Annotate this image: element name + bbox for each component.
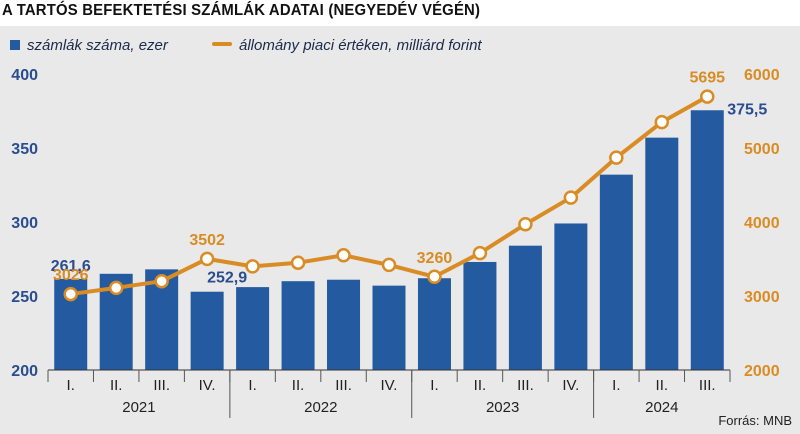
x-tick-label: II. xyxy=(656,377,669,394)
x-tick-label: IV. xyxy=(562,377,579,394)
legend-label-accounts: számlák száma, ezer xyxy=(27,37,168,54)
bar xyxy=(690,110,724,370)
x-tick-label: II. xyxy=(292,377,305,394)
y-left-tick-label: 200 xyxy=(11,363,38,380)
y-left-tick-label: 300 xyxy=(11,215,38,232)
legend-line-swatch xyxy=(212,42,232,46)
x-year-label: 2023 xyxy=(486,399,519,416)
x-tick-label: III. xyxy=(153,377,170,394)
x-tick-label: II. xyxy=(110,377,123,394)
x-tick-label: I. xyxy=(67,377,75,394)
bar xyxy=(508,245,542,370)
line-data-label: 3502 xyxy=(189,232,225,249)
legend-bar-swatch xyxy=(10,40,20,50)
x-tick-label: II. xyxy=(474,377,487,394)
x-tick-label: IV. xyxy=(381,377,398,394)
bar-data-label: 375,5 xyxy=(727,101,767,118)
header-bar xyxy=(0,0,800,25)
line-point xyxy=(654,114,670,130)
x-tick-label: I. xyxy=(248,377,256,394)
bar xyxy=(327,279,361,370)
bar xyxy=(372,285,406,370)
x-tick-label: I. xyxy=(612,377,620,394)
line-point xyxy=(336,248,351,263)
line-point xyxy=(518,216,533,232)
x-year-label: 2021 xyxy=(122,399,155,416)
line-point xyxy=(154,273,169,289)
line-point xyxy=(427,269,442,285)
bar xyxy=(645,137,679,370)
line-point xyxy=(108,280,124,296)
y-left-tick-label: 400 xyxy=(11,67,38,84)
line-point xyxy=(700,89,715,104)
x-tick-label: III. xyxy=(699,377,716,394)
x-tick-label: IV. xyxy=(199,377,216,394)
legend-item-market-value: állomány piaci értéken, milliárd forint xyxy=(212,37,482,54)
bar xyxy=(463,261,497,370)
line-point xyxy=(563,190,579,205)
line-point xyxy=(290,255,306,270)
line-data-label: 5695 xyxy=(689,70,725,87)
line-point xyxy=(472,245,488,261)
bar xyxy=(417,278,451,370)
x-tick-label: III. xyxy=(517,377,534,394)
legend-item-accounts: számlák száma, ezer xyxy=(10,37,168,54)
x-tick-label: I. xyxy=(430,377,438,394)
y-right-tick-label: 5000 xyxy=(744,141,780,158)
line-point xyxy=(381,257,397,273)
bar xyxy=(190,291,224,370)
chart-title: A TARTÓS BEFEKTETÉSI SZÁMLÁK ADATAI (NEG… xyxy=(2,2,481,19)
bar xyxy=(281,281,315,370)
line-data-label: 3026 xyxy=(53,267,89,284)
line-point xyxy=(609,150,624,165)
line-point xyxy=(199,251,215,267)
line-point xyxy=(245,259,260,274)
y-right-tick-label: 3000 xyxy=(744,289,780,306)
line-data-label: 3260 xyxy=(417,250,453,267)
x-year-label: 2022 xyxy=(304,399,337,416)
x-tick-label: III. xyxy=(335,377,352,394)
x-year-label: 2024 xyxy=(645,399,678,416)
bar xyxy=(554,223,588,370)
line-point xyxy=(63,286,78,302)
bar xyxy=(599,174,633,370)
y-right-tick-label: 2000 xyxy=(744,363,780,380)
y-left-tick-label: 350 xyxy=(11,141,38,158)
bar-data-label: 252,9 xyxy=(207,270,247,287)
bar-data-label: 261,6 xyxy=(51,258,91,275)
y-left-tick-label: 250 xyxy=(11,289,38,306)
source-note: Forrás: MNB xyxy=(718,413,792,428)
y-right-tick-label: 4000 xyxy=(744,215,780,232)
legend-label-market-value: állomány piaci értéken, milliárd forint xyxy=(239,37,482,54)
bar xyxy=(236,287,270,370)
y-right-tick-label: 6000 xyxy=(744,67,780,84)
